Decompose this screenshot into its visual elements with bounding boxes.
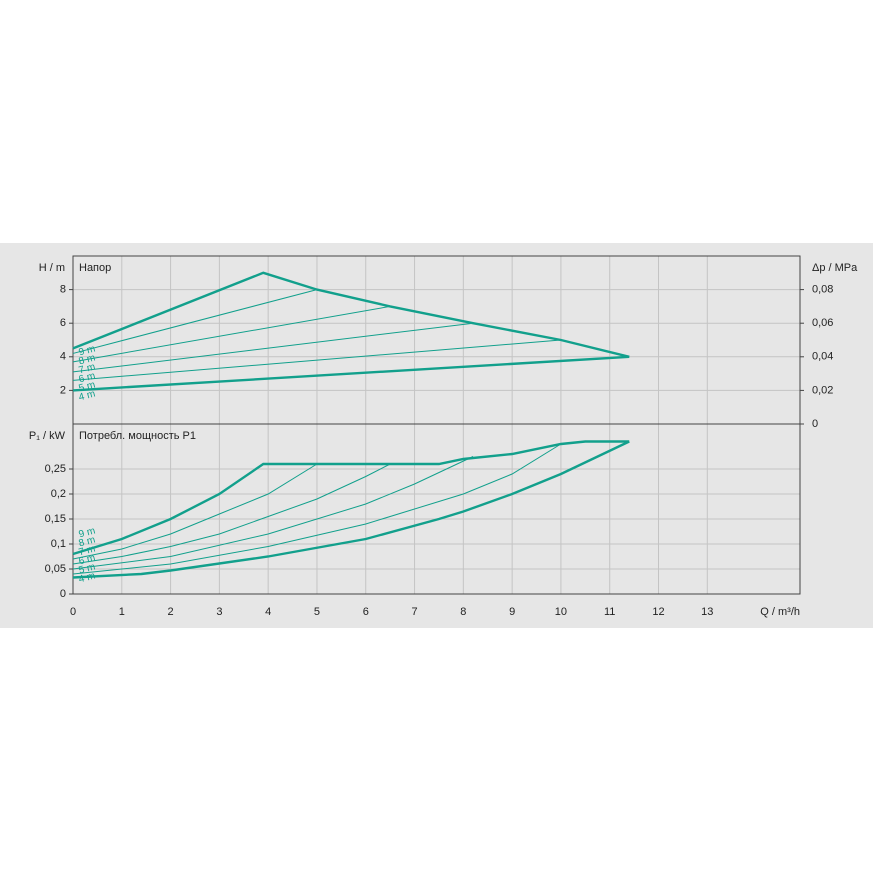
- y-tick-label: 6: [60, 317, 66, 329]
- plot-area: [72, 255, 801, 425]
- y-axis-label: P₁ / kW: [29, 430, 66, 442]
- series-line: [72, 440, 630, 579]
- y2-tick-label: 0,06: [812, 317, 833, 329]
- chart-title: Напор: [79, 262, 111, 274]
- series-label: 9 m: [78, 526, 97, 541]
- series-line: [72, 456, 474, 570]
- y-tick-label: 0: [60, 588, 66, 600]
- x-tick-label: 8: [460, 606, 466, 618]
- x-tick-label: 4: [265, 606, 271, 618]
- y-tick-label: 0,05: [45, 563, 66, 575]
- series-line: [72, 463, 391, 565]
- series-label: 7 m: [78, 362, 97, 377]
- x-tick-label: 13: [701, 606, 713, 618]
- y2-axis-label: Δp / MPa: [812, 262, 858, 274]
- y-tick-label: 0,2: [51, 488, 66, 500]
- series-line: [72, 339, 561, 381]
- plot-frame: [72, 423, 801, 595]
- y2-tick-label: 0: [812, 418, 818, 430]
- chart-title: Потребл. мощность P1: [79, 430, 196, 442]
- series-label: 4 m: [78, 389, 97, 404]
- y-tick-label: 2: [60, 384, 66, 396]
- series-line: [72, 463, 318, 560]
- x-tick-label: 3: [216, 606, 222, 618]
- x-tick-label: 10: [555, 606, 567, 618]
- y2-tick-label: 0,04: [812, 351, 833, 363]
- series-label: 6 m: [78, 371, 97, 386]
- x-tick-label: 9: [509, 606, 515, 618]
- series-line: [72, 440, 630, 556]
- series-label: 8 m: [78, 535, 97, 550]
- y-tick-label: 8: [60, 284, 66, 296]
- series-label: 6 m: [78, 553, 97, 568]
- y2-tick-label: 0,08: [812, 284, 833, 296]
- x-tick-label: 0: [70, 606, 76, 618]
- series-line: [72, 322, 474, 373]
- x-tick-label: 2: [168, 606, 174, 618]
- x-tick-label: 6: [363, 606, 369, 618]
- x-axis-label: Q / m³/h: [760, 606, 800, 618]
- series-label: 9 m: [78, 344, 97, 359]
- series-label: 8 m: [78, 353, 97, 368]
- y-tick-label: 0,15: [45, 513, 66, 525]
- y-axis-label: H / m: [39, 262, 65, 274]
- series-label: 5 m: [78, 562, 97, 577]
- series-line: [72, 305, 391, 363]
- y-tick-label: 0,1: [51, 538, 66, 550]
- x-tick-label: 7: [411, 606, 417, 618]
- x-tick-label: 12: [652, 606, 664, 618]
- series-line: [72, 289, 318, 354]
- y2-tick-label: 0,02: [812, 384, 833, 396]
- series-line: [72, 443, 562, 575]
- y-tick-label: 4: [60, 351, 66, 363]
- series-line: [72, 355, 630, 392]
- series-label: 7 m: [78, 544, 97, 559]
- x-tick-label: 1: [119, 606, 125, 618]
- series-label: 4 m: [78, 571, 97, 586]
- x-tick-label: 5: [314, 606, 320, 618]
- x-tick-label: 11: [604, 606, 615, 618]
- y-tick-label: 0,25: [45, 463, 66, 475]
